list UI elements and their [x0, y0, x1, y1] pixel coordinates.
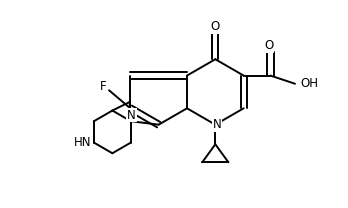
- Text: F: F: [100, 80, 106, 93]
- Text: N: N: [127, 109, 136, 121]
- Text: O: O: [211, 20, 220, 33]
- Text: O: O: [264, 39, 274, 52]
- Text: HN: HN: [74, 136, 92, 149]
- Text: OH: OH: [300, 77, 318, 90]
- Text: N: N: [213, 118, 221, 131]
